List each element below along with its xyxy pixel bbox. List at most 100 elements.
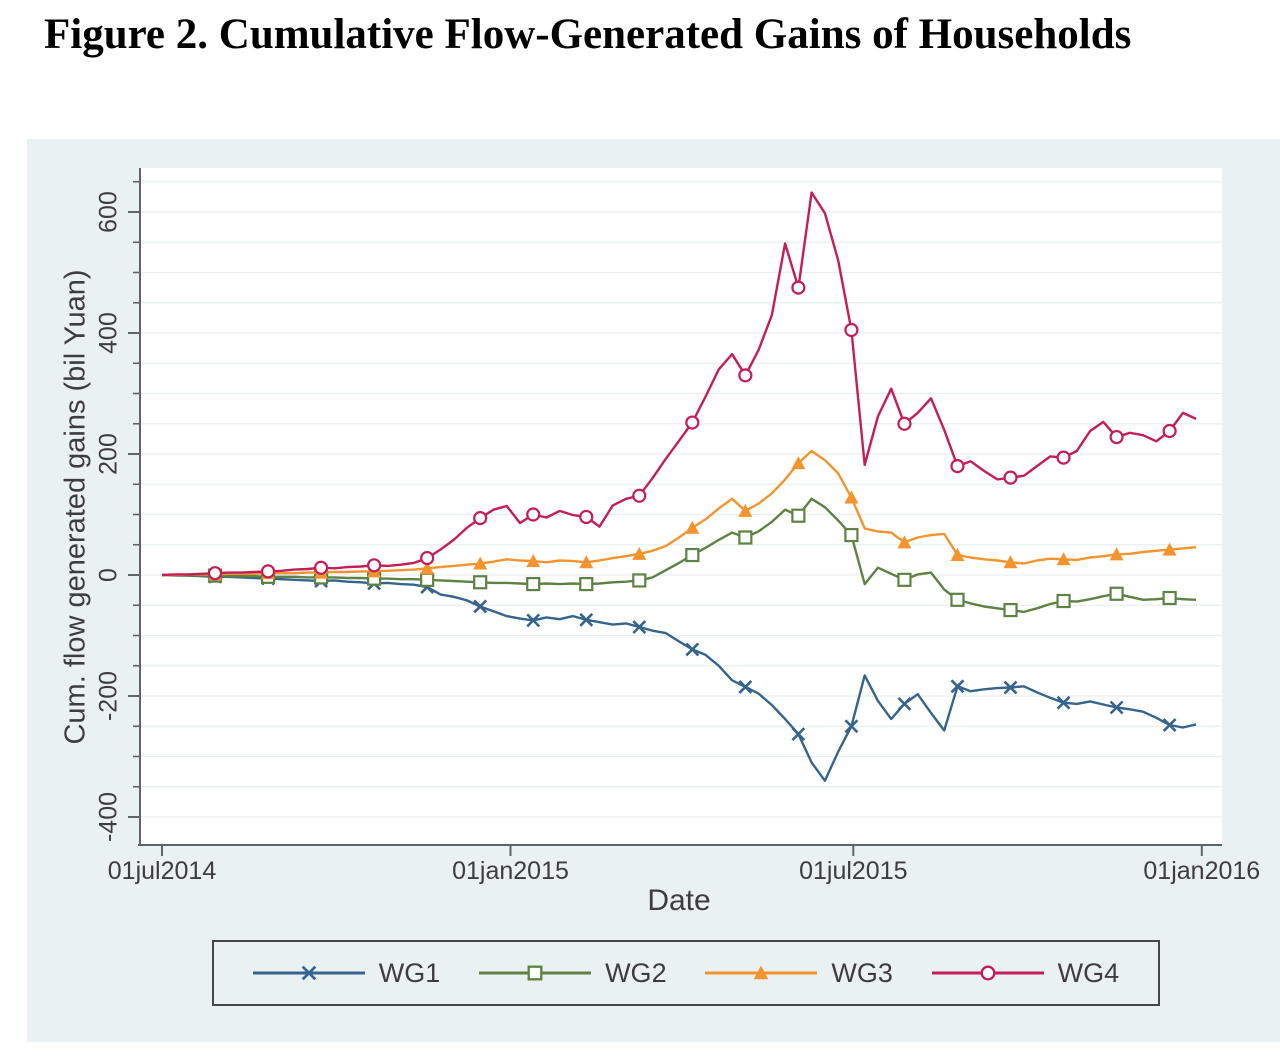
marker-square-hollow (897, 572, 912, 587)
marker-circle-hollow (1109, 429, 1124, 445)
marker-circle-hollow (313, 560, 329, 575)
marker-square-hollow (738, 530, 753, 545)
series-line-wg1 (161, 573, 1197, 782)
marker-x (301, 965, 317, 981)
marker-triangle-filled (526, 554, 541, 568)
marker-x (897, 696, 912, 711)
marker-circle-hollow (980, 965, 996, 981)
marker-triangle-filled (844, 490, 859, 504)
x-tick-label: 01jul2014 (107, 857, 217, 885)
marker-x (1003, 680, 1018, 695)
y-tick-label: -400 (94, 791, 123, 843)
legend-item-wg3: WG3 (705, 958, 893, 989)
marker-square-hollow (1056, 593, 1071, 609)
marker-x (738, 680, 753, 694)
y-tick-label: 600 (94, 191, 123, 233)
y-tick-label: 200 (94, 433, 123, 475)
x-tick-label: 01jul2015 (799, 857, 908, 885)
marker-x (1109, 700, 1124, 715)
legend-label: WG1 (378, 957, 441, 988)
marker-x (579, 612, 594, 627)
marker-x (950, 679, 965, 694)
marker-circle-hollow (950, 459, 965, 474)
y-tick-label: 400 (94, 312, 123, 354)
marker-triangle-filled (1056, 552, 1071, 566)
marker-square-hollow (791, 508, 806, 523)
marker-square-hollow (1109, 586, 1124, 601)
legend-swatch-x-icon (252, 965, 365, 981)
marker-triangle-filled (579, 555, 594, 569)
marker-circle-hollow (685, 415, 700, 430)
marker-triangle-filled (897, 535, 912, 549)
marker-square-hollow (579, 576, 594, 592)
marker-circle-hollow (260, 564, 276, 579)
series-line-wg4 (161, 191, 1197, 577)
marker-triangle-filled (473, 556, 488, 570)
marker-circle-hollow (526, 507, 541, 522)
legend-swatch-triangle-filled-icon (705, 965, 818, 980)
marker-square-hollow (526, 576, 541, 592)
marker-x (1162, 718, 1177, 732)
legend-box: WG1 WG2 WG3 WG4 (212, 940, 1160, 1006)
marker-triangle-filled (791, 456, 806, 470)
marker-square-hollow (1003, 602, 1018, 618)
marker-circle-hollow (844, 322, 859, 338)
marker-square-hollow (632, 573, 647, 588)
x-tick-label: 01jan2016 (1143, 857, 1261, 885)
marker-circle-hollow (791, 280, 806, 295)
series-line-wg3 (162, 449, 1197, 577)
marker-x (526, 613, 541, 628)
marker-triangle-filled (420, 561, 435, 575)
y-axis-title: Cum. flow generated gains (bil Yuan) (59, 269, 92, 745)
marker-triangle-filled (950, 548, 965, 562)
marker-x (1056, 695, 1071, 710)
legend-label: WG4 (1057, 957, 1120, 988)
marker-square-hollow (527, 965, 543, 981)
marker-triangle-filled (1162, 542, 1177, 556)
legend-item-wg1: WG1 (252, 957, 441, 989)
legend-swatch-circle-hollow-icon (931, 965, 1044, 981)
series-line-wg2 (162, 497, 1197, 614)
marker-triangle-filled (632, 546, 647, 560)
marker-circle-hollow (1056, 450, 1071, 465)
marker-circle-hollow (897, 416, 912, 431)
marker-circle-hollow (473, 511, 488, 526)
marker-square-hollow (685, 547, 700, 563)
marker-triangle-filled (754, 965, 769, 980)
marker-circle-hollow (738, 368, 753, 383)
marker-square-hollow (420, 572, 435, 587)
marker-x (791, 727, 806, 742)
marker-square-hollow (473, 575, 488, 590)
marker-circle-hollow (420, 550, 435, 566)
marker-circle-hollow (1162, 423, 1177, 439)
marker-circle-hollow (367, 558, 382, 573)
marker-circle-hollow (207, 566, 223, 581)
figure-title: Figure 2. Cumulative Flow-Generated Gain… (44, 11, 1132, 58)
marker-triangle-filled (1003, 555, 1018, 569)
marker-square-hollow (950, 592, 965, 607)
legend-swatch-square-hollow-icon (479, 965, 592, 981)
marker-square-hollow (1162, 590, 1177, 606)
marker-x (844, 719, 859, 734)
y-tick-label: -200 (94, 670, 123, 722)
legend-label: WG2 (605, 957, 667, 988)
y-tick-label: 0 (94, 568, 123, 582)
marker-circle-hollow (632, 488, 647, 503)
legend-label: WG3 (831, 957, 893, 988)
marker-triangle-filled (1109, 547, 1124, 561)
legend-item-wg2: WG2 (479, 958, 667, 989)
marker-circle-hollow (1003, 470, 1018, 485)
x-tick-label: 01jan2015 (452, 857, 569, 885)
marker-x (685, 642, 700, 657)
plot-area (140, 168, 1222, 845)
marker-x (632, 620, 647, 634)
legend-item-wg4: WG4 (931, 957, 1120, 989)
marker-x (473, 599, 488, 614)
marker-square-hollow (844, 527, 859, 543)
marker-triangle-filled (685, 520, 700, 534)
x-axis-title: Date (647, 884, 711, 917)
marker-circle-hollow (579, 509, 594, 525)
marker-triangle-filled (738, 503, 753, 517)
